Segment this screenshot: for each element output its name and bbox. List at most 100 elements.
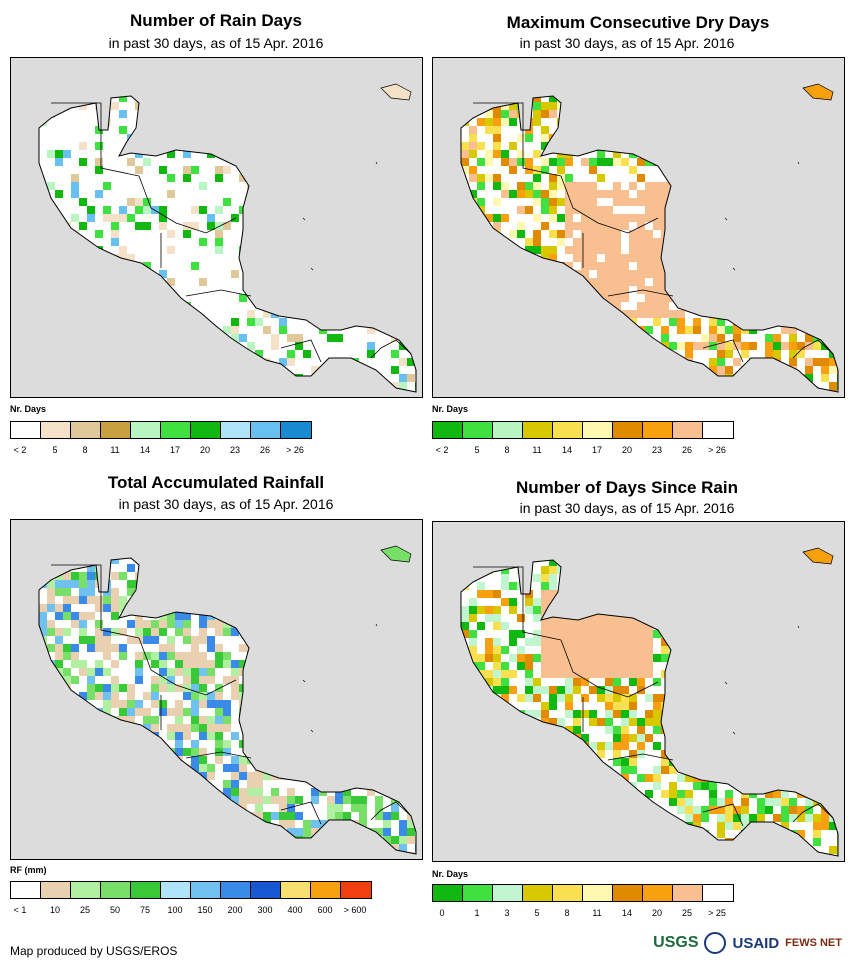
data-cell [501, 718, 509, 726]
data-cell [359, 780, 367, 788]
data-cell [279, 724, 287, 732]
dry-days-map[interactable] [432, 57, 845, 398]
data-cell [597, 86, 605, 94]
data-cell [485, 174, 493, 182]
data-cell [757, 830, 765, 838]
data-cell [821, 758, 829, 766]
data-cell [637, 814, 645, 822]
data-cell [95, 724, 103, 732]
data-cell [103, 580, 111, 588]
data-cell [549, 726, 557, 734]
data-cell [71, 572, 79, 580]
data-cell [581, 366, 589, 374]
data-cell [533, 766, 541, 774]
data-cell [725, 78, 733, 86]
data-cell [271, 390, 279, 392]
data-cell [63, 708, 71, 716]
data-cell [573, 630, 581, 638]
data-cell [351, 230, 359, 238]
data-cell [685, 254, 693, 262]
data-cell [263, 772, 271, 780]
data-cell [151, 580, 159, 588]
data-cell [375, 708, 383, 716]
data-cell [303, 628, 311, 636]
data-cell [79, 636, 87, 644]
rainfall-map[interactable] [10, 519, 423, 860]
data-cell [717, 582, 725, 590]
data-cell [589, 854, 597, 856]
data-cell [453, 94, 461, 102]
data-cell [613, 582, 621, 590]
data-cell [103, 644, 111, 652]
data-cell [773, 390, 781, 392]
data-cell [111, 604, 119, 612]
data-cell [645, 150, 653, 158]
data-cell [135, 374, 143, 382]
data-cell [39, 804, 47, 812]
data-cell [303, 748, 311, 756]
data-cell [693, 670, 701, 678]
data-cell [477, 366, 485, 374]
data-cell [247, 708, 255, 716]
data-cell [47, 246, 55, 254]
data-cell [717, 174, 725, 182]
data-cell [263, 660, 271, 668]
data-cell [693, 854, 701, 856]
data-cell [693, 382, 701, 390]
country-border [51, 102, 140, 177]
data-cell [653, 566, 661, 574]
data-cell [287, 572, 295, 580]
data-cell [517, 830, 525, 838]
data-cell [359, 310, 367, 318]
data-cell [111, 732, 119, 740]
data-cell [47, 580, 55, 588]
data-cell [805, 766, 813, 774]
data-cell [493, 318, 501, 326]
since-rain-map[interactable] [432, 521, 845, 862]
data-cell [247, 558, 255, 564]
data-cell [485, 286, 493, 294]
data-cell [637, 190, 645, 198]
data-cell [151, 540, 159, 548]
data-cell [151, 676, 159, 684]
data-cell [279, 700, 287, 708]
data-cell [175, 126, 183, 134]
rain-days-map[interactable] [10, 57, 423, 398]
data-cell [549, 670, 557, 678]
data-cell [215, 716, 223, 724]
data-cell [589, 238, 597, 246]
data-cell [453, 158, 461, 166]
data-cell [111, 788, 119, 796]
data-cell [525, 822, 533, 830]
data-cell [311, 110, 319, 118]
dry-days-subtitle: in past 30 days, as of 15 Apr. 2016 [519, 35, 735, 51]
data-cell [541, 78, 549, 86]
data-cell [573, 846, 581, 854]
data-cell [541, 742, 549, 750]
legend-swatch [341, 882, 371, 898]
data-cell [263, 724, 271, 732]
data-cell [469, 782, 477, 790]
data-cell [557, 542, 565, 550]
data-cell [223, 110, 231, 118]
data-cell [565, 542, 573, 550]
data-cell [565, 270, 573, 278]
data-cell [207, 222, 215, 230]
data-cell [661, 790, 669, 798]
data-cell [533, 654, 541, 662]
data-cell [295, 828, 303, 836]
data-cell [589, 222, 597, 230]
data-cell [549, 96, 557, 102]
data-cell [645, 646, 653, 654]
data-cell [677, 702, 685, 710]
data-cell [733, 214, 741, 222]
data-cell [725, 734, 733, 742]
data-cell [717, 350, 725, 358]
data-cell [789, 246, 797, 254]
data-cell [829, 670, 837, 678]
data-cell [191, 820, 199, 828]
data-cell [407, 310, 415, 318]
data-cell [789, 670, 797, 678]
data-cell [597, 550, 605, 558]
data-cell [87, 358, 95, 366]
